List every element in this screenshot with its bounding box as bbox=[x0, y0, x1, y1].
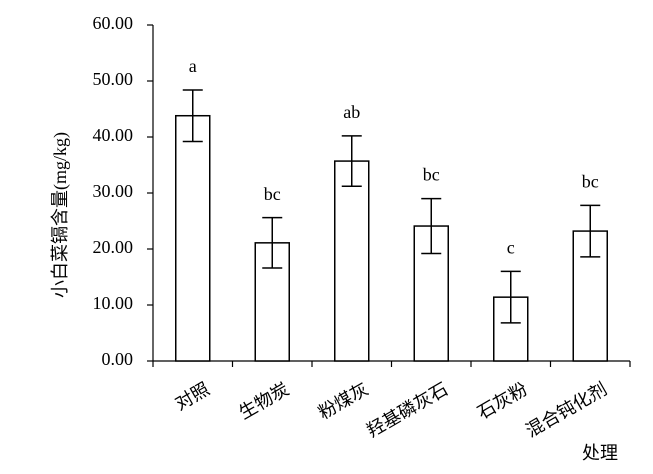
bar bbox=[175, 114, 211, 362]
error-bar bbox=[182, 89, 203, 143]
bar bbox=[334, 160, 370, 362]
y-tick-label: 60.00 bbox=[93, 13, 134, 33]
error-bar bbox=[341, 135, 362, 188]
error-bar bbox=[421, 197, 442, 255]
significance-label: bc bbox=[264, 184, 281, 204]
y-tick-label: 20.00 bbox=[93, 237, 134, 257]
significance-label: c bbox=[507, 238, 515, 258]
significance-label: bc bbox=[423, 165, 440, 185]
x-axis-title: 处理 bbox=[582, 443, 618, 463]
y-tick-label: 40.00 bbox=[93, 125, 134, 145]
significance-label: ab bbox=[343, 102, 360, 122]
y-tick-label: 10.00 bbox=[93, 293, 134, 313]
y-tick-label: 30.00 bbox=[93, 181, 134, 201]
x-tick-label: 粉煤灰 bbox=[315, 379, 372, 423]
significance-label: a bbox=[189, 56, 197, 76]
y-tick-label: 0.00 bbox=[102, 349, 134, 369]
significance-label: bc bbox=[582, 171, 599, 191]
y-axis-title: 小白菜镉含量(mg/kg) bbox=[50, 132, 71, 298]
y-tick-label: 50.00 bbox=[93, 69, 134, 89]
error-bar bbox=[262, 216, 283, 269]
x-tick-label: 对照 bbox=[172, 379, 213, 414]
error-bar bbox=[580, 204, 601, 258]
x-tick-label: 生物炭 bbox=[236, 379, 293, 423]
x-tick-label: 混合钝化剂 bbox=[522, 379, 610, 441]
x-tick-label: 羟基磷灰石 bbox=[363, 379, 451, 441]
error-bar bbox=[500, 270, 521, 324]
x-tick-label: 石灰粉 bbox=[474, 379, 531, 423]
